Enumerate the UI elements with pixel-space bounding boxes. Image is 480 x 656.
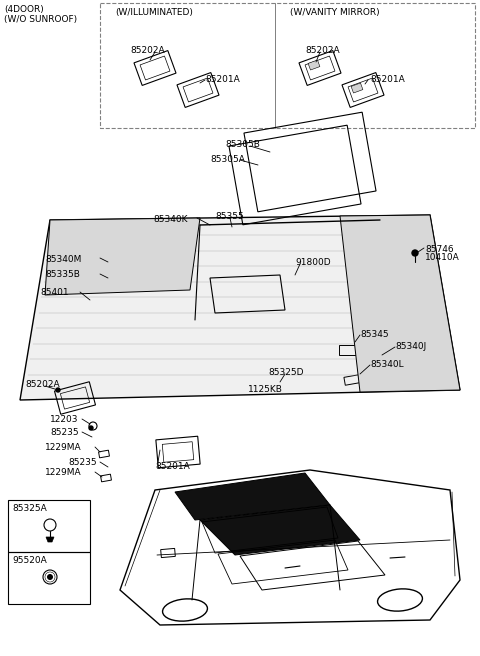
Text: (W/VANITY MIRROR): (W/VANITY MIRROR) [290,8,380,17]
Text: 85201A: 85201A [205,75,240,84]
Text: 85746: 85746 [425,245,454,254]
Circle shape [412,250,418,256]
Text: 85202A: 85202A [130,46,165,55]
Text: 12203: 12203 [50,415,79,424]
Polygon shape [175,473,330,520]
Text: 1229MA: 1229MA [45,468,82,477]
Text: 85235: 85235 [50,428,79,437]
Circle shape [89,426,93,430]
Text: 1125KB: 1125KB [248,385,283,394]
Text: 95520A: 95520A [12,556,47,565]
Polygon shape [351,83,363,93]
Polygon shape [200,505,360,555]
Text: 85335B: 85335B [45,270,80,279]
Text: 85345: 85345 [360,330,389,339]
Text: 85355: 85355 [215,212,244,221]
Text: 85340J: 85340J [395,342,426,351]
Text: 85305A: 85305A [210,155,245,164]
Text: 85325A: 85325A [12,504,47,513]
Text: 85201A: 85201A [370,75,405,84]
Circle shape [56,388,60,392]
Text: 91800D: 91800D [295,258,331,267]
Text: 85305B: 85305B [225,140,260,149]
Text: 85201A: 85201A [155,462,190,471]
Text: 85235: 85235 [68,458,96,467]
Text: (W/ILLUMINATED): (W/ILLUMINATED) [115,8,193,17]
Polygon shape [46,537,54,542]
Text: 85340K: 85340K [154,215,188,224]
Polygon shape [340,215,460,392]
Text: 85202A: 85202A [305,46,340,55]
Circle shape [47,574,53,580]
Polygon shape [308,60,320,70]
Text: (4DOOR)
(W/O SUNROOF): (4DOOR) (W/O SUNROOF) [4,5,77,24]
Text: 85401: 85401 [40,288,69,297]
Text: 85340L: 85340L [370,360,404,369]
Text: 85340M: 85340M [45,255,82,264]
Text: 10410A: 10410A [425,253,460,262]
Text: 85202A: 85202A [25,380,60,389]
Polygon shape [45,218,200,295]
Polygon shape [20,215,460,400]
Text: 1229MA: 1229MA [45,443,82,452]
Text: 85325D: 85325D [268,368,303,377]
